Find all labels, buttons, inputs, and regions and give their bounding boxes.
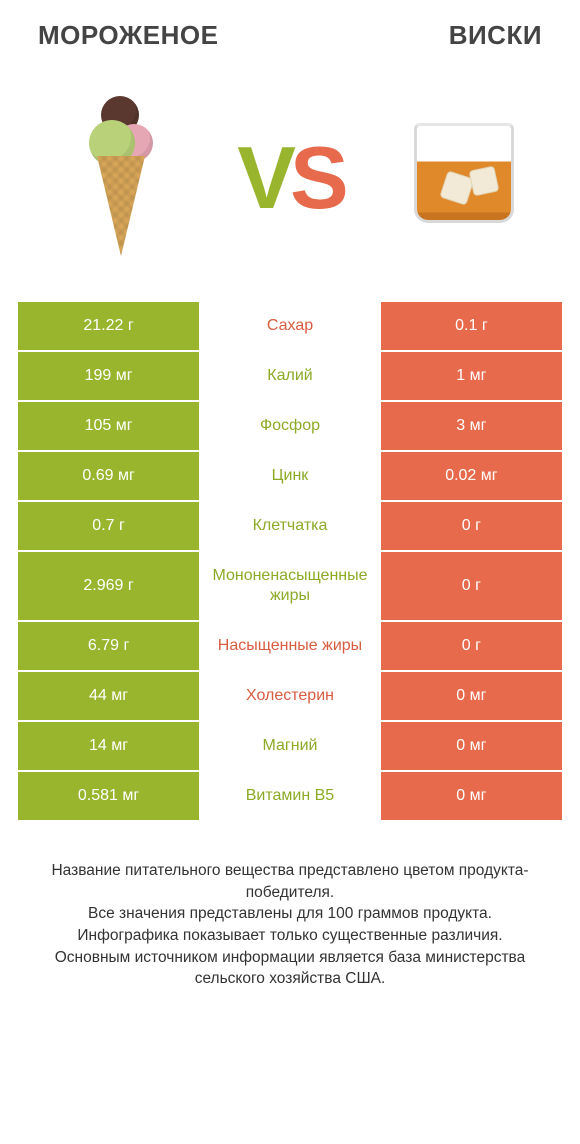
vs-label: VS (237, 134, 342, 222)
whisky-icon (394, 83, 534, 273)
table-row: 44 мгХолестерин0 мг (18, 670, 562, 720)
left-value: 2.969 г (18, 550, 199, 620)
vs-s: S (290, 128, 343, 227)
footer-line: Инфографика показывает только существенн… (38, 925, 542, 947)
left-value: 44 мг (18, 670, 199, 720)
title-right: ВИСКИ (449, 20, 542, 51)
nutrient-label: Витамин B5 (199, 770, 381, 820)
title-left: МОРОЖЕНОЕ (38, 20, 218, 51)
table-row: 0.69 мгЦинк0.02 мг (18, 450, 562, 500)
left-value: 0.581 мг (18, 770, 199, 820)
left-value: 14 мг (18, 720, 199, 770)
right-value: 3 мг (381, 400, 562, 450)
icecream-icon (46, 83, 186, 273)
nutrient-label: Фосфор (199, 400, 381, 450)
footer-line: Все значения представлены для 100 граммо… (38, 903, 542, 925)
footer-line: Название питательного вещества представл… (38, 860, 542, 903)
right-value: 0 мг (381, 770, 562, 820)
table-row: 199 мгКалий1 мг (18, 350, 562, 400)
left-value: 0.7 г (18, 500, 199, 550)
table-row: 6.79 гНасыщенные жиры0 г (18, 620, 562, 670)
right-value: 0 мг (381, 670, 562, 720)
nutrient-label: Сахар (199, 302, 381, 350)
left-value: 105 мг (18, 400, 199, 450)
left-value: 0.69 мг (18, 450, 199, 500)
right-value: 0 г (381, 550, 562, 620)
table-row: 2.969 гМононенасыщенные жиры0 г (18, 550, 562, 620)
hero-row: VS (18, 63, 562, 301)
comparison-table: 21.22 гСахар0.1 г199 мгКалий1 мг105 мгФо… (18, 301, 562, 820)
nutrient-label: Калий (199, 350, 381, 400)
nutrient-label: Мононенасыщенные жиры (199, 550, 381, 620)
table-row: 0.7 гКлетчатка0 г (18, 500, 562, 550)
right-value: 0.1 г (381, 302, 562, 350)
vs-v: V (237, 128, 290, 227)
footer-line: Основным источником информации является … (38, 947, 542, 990)
right-value: 1 мг (381, 350, 562, 400)
nutrient-label: Цинк (199, 450, 381, 500)
right-value: 0.02 мг (381, 450, 562, 500)
table-row: 105 мгФосфор3 мг (18, 400, 562, 450)
titles-row: МОРОЖЕНОЕ ВИСКИ (18, 20, 562, 63)
nutrient-label: Клетчатка (199, 500, 381, 550)
infographic-container: МОРОЖЕНОЕ ВИСКИ VS 21.22 гСахар0.1 г199 … (0, 0, 580, 1144)
left-value: 21.22 г (18, 302, 199, 350)
table-row: 14 мгМагний0 мг (18, 720, 562, 770)
nutrient-label: Насыщенные жиры (199, 620, 381, 670)
table-row: 0.581 мгВитамин B50 мг (18, 770, 562, 820)
left-value: 6.79 г (18, 620, 199, 670)
nutrient-label: Магний (199, 720, 381, 770)
right-value: 0 г (381, 500, 562, 550)
right-value: 0 мг (381, 720, 562, 770)
nutrient-label: Холестерин (199, 670, 381, 720)
table-row: 21.22 гСахар0.1 г (18, 302, 562, 350)
footer-notes: Название питательного вещества представл… (18, 820, 562, 990)
right-value: 0 г (381, 620, 562, 670)
left-value: 199 мг (18, 350, 199, 400)
